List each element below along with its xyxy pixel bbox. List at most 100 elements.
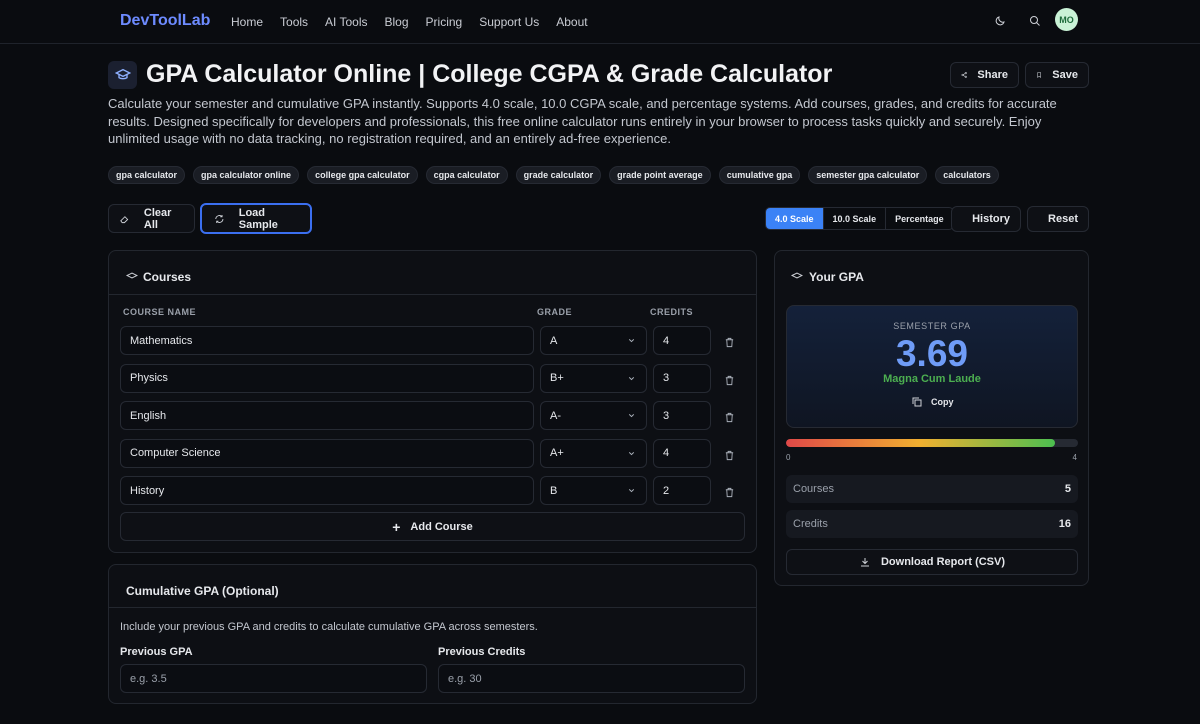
credits-input[interactable]: 4	[653, 326, 711, 355]
search-icon[interactable]	[1029, 15, 1041, 27]
delete-button[interactable]	[724, 410, 735, 423]
scale-option[interactable]: 10.0 Scale	[822, 208, 886, 229]
field-label: Previous GPA	[120, 646, 193, 658]
delete-button[interactable]	[724, 448, 735, 460]
clear-button[interactable]: Clear All	[108, 204, 195, 233]
tag[interactable]: calculators	[935, 166, 999, 184]
nav-link[interactable]: Tools	[280, 15, 309, 29]
grade-value: A	[550, 334, 558, 347]
gpa-box: SEMESTER GPA 3.69 Magna Cum Laude Copy	[786, 305, 1078, 428]
add-course-label: Add Course	[410, 520, 473, 533]
clear-label: Clear All	[143, 206, 172, 231]
stat-label: Courses	[793, 483, 834, 495]
history-button[interactable]: History	[951, 206, 1021, 232]
course-name-input[interactable]: Computer Science	[120, 438, 534, 468]
cumulative-description: Include your previous GPA and credits to…	[120, 621, 538, 633]
previous-credits-input[interactable]: e.g. 30	[438, 664, 745, 693]
grade-select[interactable]: B+	[540, 363, 647, 393]
divider	[109, 607, 756, 608]
tag[interactable]: semester gpa calculator	[808, 166, 928, 184]
copy-label: Copy	[931, 397, 954, 407]
tag[interactable]: cumulative gpa	[718, 166, 801, 184]
nav-links: Home Tools AI Tools Blog Pricing Support Us Ab…	[231, 15, 588, 29]
courses-card: Courses COURSE NAME GRADE CREDITS + Add C…	[108, 250, 757, 553]
honor: Magna Cum Laude	[883, 373, 981, 385]
credits-input[interactable]: 3	[653, 401, 711, 430]
field-label: Previous Credits	[438, 646, 526, 658]
save-button[interactable]: Save	[1025, 62, 1089, 88]
nav-link[interactable]: Blog	[384, 15, 409, 29]
grade-select[interactable]: B	[540, 476, 647, 505]
nav-link[interactable]: About	[556, 15, 588, 29]
nav-link[interactable]: Home	[231, 15, 264, 29]
grade-select[interactable]: A-	[540, 401, 647, 430]
credits-input[interactable]: 4	[653, 438, 711, 468]
brand[interactable]: DevToolLab	[120, 12, 211, 29]
course-name-input[interactable]: Physics	[120, 363, 534, 393]
title-icon	[108, 61, 137, 89]
share-label: Share	[977, 69, 1008, 81]
course-name-input[interactable]: English	[120, 401, 534, 430]
grade-value: B+	[550, 372, 564, 384]
tag[interactable]: grade calculator	[515, 166, 602, 184]
add-course-button[interactable]: + Add Course	[120, 512, 745, 541]
gpa-value: 3.69	[895, 333, 968, 374]
download-label: Download Report (CSV)	[880, 556, 1006, 568]
grade-value: A-	[550, 409, 561, 422]
tag[interactable]: college gpa calculator	[307, 166, 418, 184]
delete-button[interactable]	[724, 335, 735, 348]
stat-label: Credits	[793, 518, 828, 530]
theme-icon[interactable]	[994, 15, 1006, 27]
reset-button[interactable]: Reset	[1027, 206, 1089, 232]
courses-icon	[126, 272, 138, 279]
gpa-track	[786, 439, 1078, 447]
credits-input[interactable]: 3	[653, 363, 711, 393]
reset-label: Reset	[1048, 213, 1078, 225]
column-header: COURSE NAME	[123, 307, 197, 317]
page-title: GPA Calculator Online | College CGPA & G…	[146, 60, 833, 88]
grade-select[interactable]: A	[540, 326, 647, 355]
tag[interactable]: grade point average	[609, 166, 711, 184]
scale-option[interactable]: 4.0 Scale	[766, 208, 823, 229]
stat-value: 16	[1058, 518, 1071, 530]
grade-select[interactable]: A+	[540, 438, 647, 468]
stat-row: Courses 5	[786, 475, 1078, 503]
previous-gpa-input[interactable]: e.g. 3.5	[120, 664, 427, 693]
nav-link[interactable]: Support Us	[479, 15, 540, 29]
result-title: Your GPA	[809, 270, 864, 284]
nav-link[interactable]: Pricing	[425, 15, 463, 29]
column-header: CREDITS	[650, 307, 694, 317]
copy-button[interactable]: Copy	[911, 396, 954, 408]
credits-input[interactable]: 2	[653, 476, 711, 505]
avatar[interactable]: MO	[1055, 8, 1078, 31]
gpa-bar	[786, 439, 1056, 447]
result-card: Your GPA SEMESTER GPA 3.69 Magna Cum Lau…	[774, 250, 1089, 586]
courses-title: Courses	[143, 270, 192, 284]
tag[interactable]: gpa calculator	[108, 166, 186, 184]
nav-link[interactable]: AI Tools	[325, 15, 368, 29]
tags: gpa calculator gpa calculator online colle…	[108, 166, 999, 184]
navbar: DevToolLab Home Tools AI Tools Blog Pricing S…	[0, 0, 1200, 44]
delete-button[interactable]	[724, 373, 735, 385]
tag[interactable]: cgpa calculator	[425, 166, 508, 184]
course-name-input[interactable]: Mathematics	[120, 326, 534, 355]
description: Calculate your semester and cumulative G…	[108, 96, 1057, 146]
scale-min: 0	[786, 453, 791, 462]
tag[interactable]: gpa calculator online	[193, 166, 300, 184]
download-button[interactable]: Download Report (CSV)	[786, 549, 1078, 575]
stat-row: Credits 16	[786, 510, 1078, 538]
load-sample-label: Load Sample	[238, 206, 278, 231]
share-button[interactable]: Share	[950, 62, 1019, 88]
grade-value: B	[550, 484, 558, 497]
scale-max: 4	[1072, 453, 1077, 462]
scale-option[interactable]: Percentage	[885, 208, 953, 229]
load-sample-button[interactable]: Load Sample	[200, 203, 312, 234]
course-name-input[interactable]: History	[120, 476, 534, 505]
cumulative-title: Cumulative GPA (Optional)	[126, 584, 279, 598]
stat-value: 5	[1064, 483, 1071, 495]
gpa-label: SEMESTER GPA	[893, 321, 971, 331]
result-icon	[791, 272, 803, 279]
grade-value: A+	[550, 447, 564, 459]
delete-button[interactable]	[724, 485, 735, 498]
